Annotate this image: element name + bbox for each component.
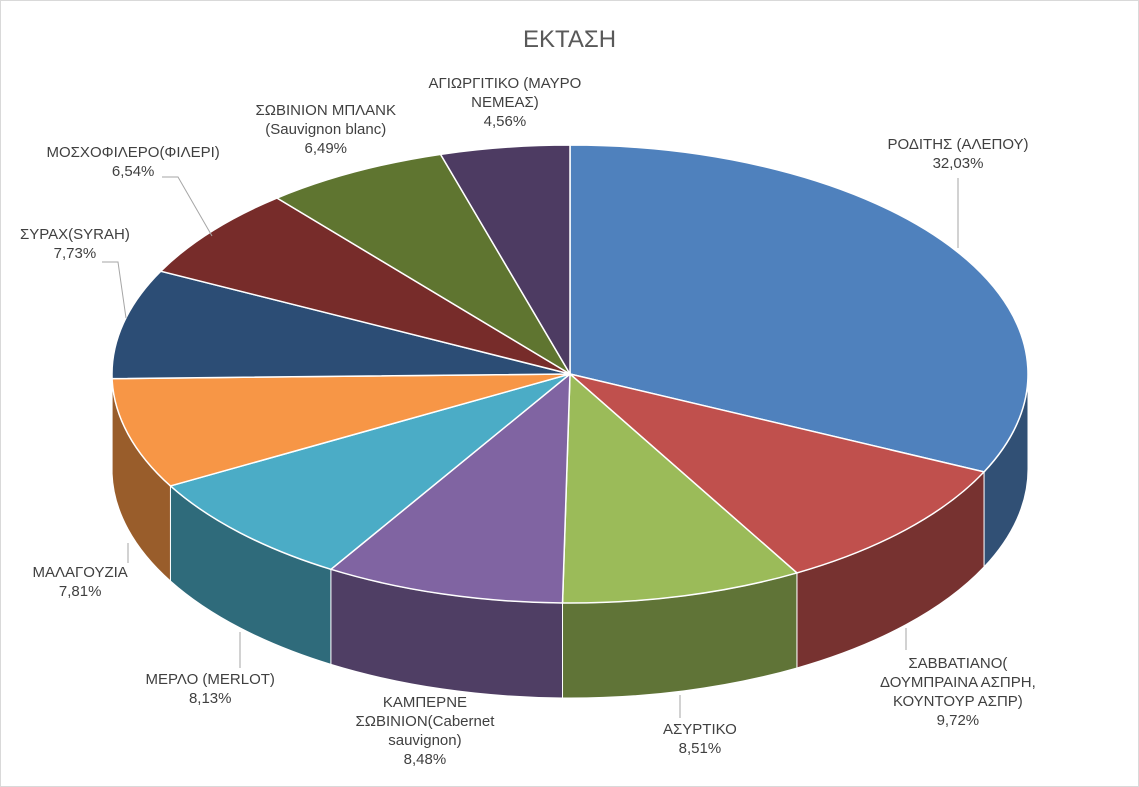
data-label-value: 8,51% xyxy=(678,740,722,757)
data-label: ΑΣΥΡΤΙΚΟ 8,51% xyxy=(663,720,737,758)
data-label-category: ΑΣΥΡΤΙΚΟ xyxy=(663,721,737,738)
data-label-value: 7,73% xyxy=(53,245,97,262)
data-label-category: ΣΩΒΙΝΙΟΝ(Cabernet xyxy=(355,713,495,730)
slice-9[interactable] xyxy=(439,144,571,377)
data-label-value: 8,13% xyxy=(188,690,232,707)
data-label: ΚΑΜΠΕΡΝΕ ΣΩΒΙΝΙΟΝ(Cabernet sauvignon) 8,48% xyxy=(356,693,495,769)
slice-1[interactable] xyxy=(569,373,986,574)
data-label: ΜΑΛΑΓΟΥΖΙΑ 7,81% xyxy=(33,563,128,601)
data-label: ΜΟΣΧΟΦΙΛΕΡΟ(ΦΙΛΕΡΙ) 6,54% xyxy=(47,143,220,181)
leader-line xyxy=(162,176,213,237)
data-label: ΑΓΙΩΡΓΙΤΙΚΟ (ΜΑΥΡΟ ΝΕΜΕΑΣ) 4,56% xyxy=(429,74,582,131)
leader-line xyxy=(102,261,127,319)
data-label-category: ΜΑΛΑΓΟΥΖΙΑ xyxy=(32,564,128,581)
data-label: ΣΑΒΒΑΤΙΑΝΟ( ΔΟΥΜΠΡΑΙΝΑ ΑΣΠΡΗ, ΚΟΥΝΤΟΥΡ ΑΣΠ… xyxy=(880,654,1036,730)
data-label-value: 8,48% xyxy=(403,751,447,768)
data-label-value: 9,72% xyxy=(936,712,980,729)
chart-title: ΕΚΤΑΣΗ xyxy=(522,26,617,53)
data-label-value: 4,56% xyxy=(483,113,527,130)
data-label-category: ΣΑΒΒΑΤΙΑΝΟ( xyxy=(908,655,1008,672)
slice-3[interactable] xyxy=(329,372,571,604)
data-label: ΜΕΡΛΟ (MERLOT) 8,13% xyxy=(146,670,275,708)
data-label-category: ΑΓΙΩΡΓΙΤΙΚΟ (ΜΑΥΡΟ xyxy=(428,75,582,92)
slice-0[interactable] xyxy=(569,144,1029,473)
data-label-category: ΚΑΜΠΕΡΝΕ xyxy=(382,694,468,711)
data-label-value: 6,49% xyxy=(304,140,348,157)
data-label-category: ΝΕΜΕΑΣ) xyxy=(471,94,539,111)
slice-6[interactable] xyxy=(111,270,571,380)
data-label-category: ΣΥΡΑΧ(SYRAH) xyxy=(20,226,130,243)
data-label-category: ΜΟΣΧΟΦΙΛΕΡΟ(ΦΙΛΕΡΙ) xyxy=(46,144,220,161)
data-label-value: 6,54% xyxy=(111,163,155,180)
data-label-category: (Sauvignon blanc) xyxy=(265,121,387,138)
data-label-value: 32,03% xyxy=(932,155,984,172)
data-label-category: sauvignon) xyxy=(388,732,462,749)
data-label: ΡΟΔΙΤΗΣ (ΑΛΕΠΟΥ) 32,03% xyxy=(888,135,1029,173)
slice-4[interactable] xyxy=(168,373,571,571)
slice-5[interactable] xyxy=(111,373,571,487)
data-label: ΣΩΒΙΝΙΟΝ ΜΠΛΑΝΚ (Sauvignon blanc) 6,49% xyxy=(256,101,397,158)
data-label-category: ΔΟΥΜΠΡΑΙΝΑ ΑΣΠΡΗ, xyxy=(880,674,1036,691)
data-label-category: ΚΟΥΝΤΟΥΡ ΑΣΠΡ) xyxy=(892,693,1023,710)
data-label: ΣΥΡΑΧ(SYRAH) 7,73% xyxy=(20,225,130,263)
slice-7[interactable] xyxy=(159,197,571,375)
data-label-category: ΡΟΔΙΤΗΣ (ΑΛΕΠΟΥ) xyxy=(887,136,1029,153)
slice-2[interactable] xyxy=(561,372,799,604)
data-label-category: ΜΕΡΛΟ (MERLOT) xyxy=(145,671,275,688)
data-label-value: 7,81% xyxy=(58,583,102,600)
data-label-category: ΣΩΒΙΝΙΟΝ ΜΠΛΑΝΚ xyxy=(255,102,397,119)
slice-8[interactable] xyxy=(275,153,571,375)
